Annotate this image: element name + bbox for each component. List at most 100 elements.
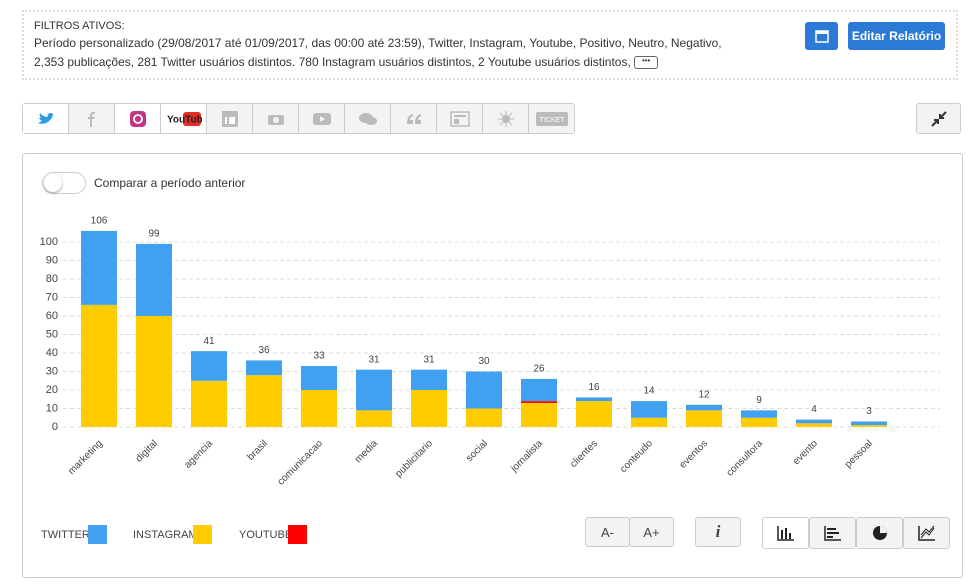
bar-segment [411,369,447,390]
bar-segment [741,410,777,418]
column-chart-button[interactable] [762,517,809,549]
more-button[interactable]: ••• [634,56,659,70]
x-tick-label: brasil [245,438,270,463]
area-chart-button[interactable] [903,517,950,549]
bar-segment [81,230,117,305]
photo-tab[interactable] [253,104,299,133]
total-label: 31 [368,354,380,365]
total-label: 4 [811,404,817,415]
y-tick-label: 70 [46,291,58,303]
legend-label: TWITTER [41,529,90,541]
video-tab[interactable] [299,104,345,133]
bar-segment [301,365,337,390]
x-tick-label: consultora [725,438,766,479]
y-tick-label: 0 [52,421,58,433]
active-filters: FILTROS ATIVOS: Período personalizado (2… [22,10,958,80]
compare-label: Comparar a período anterior [94,176,246,190]
ticket-tab[interactable]: TICKET [529,104,574,133]
x-tick-label: comunicacao [276,438,326,488]
x-tick-label: evento [791,438,820,467]
total-label: 30 [478,356,490,367]
x-tick-label: eventos [677,438,710,471]
y-tick-label: 60 [46,310,58,322]
bar-segment [576,401,612,427]
bar-segment [741,417,777,427]
linkedin-tab[interactable] [207,104,253,133]
legend-swatch [88,525,107,544]
bar-segment [466,408,502,427]
bar-chart-button[interactable] [809,517,856,549]
chart-panel [22,153,963,578]
news-tab[interactable] [437,104,483,133]
legend-label: INSTAGRAM [133,529,198,541]
total-label: 36 [258,345,270,356]
info-button[interactable]: i [695,517,741,547]
calendar-icon [814,30,829,43]
total-label: 41 [203,336,215,347]
legend-swatch [193,525,212,544]
filters-title: FILTROS ATIVOS: [34,20,125,32]
filters-line: 2,353 publicações, 281 Twitter usuários … [34,53,946,72]
bar-segment [246,375,282,427]
x-tick-label: agencia [182,438,215,471]
bar-segment [466,371,502,409]
bar-segment [686,404,722,411]
y-tick-label: 40 [46,347,58,359]
bar-segment [136,243,172,316]
bar-segment [796,419,832,424]
edit-report-button[interactable]: Editar Relatório [848,22,945,50]
twitter-tab[interactable] [23,104,69,133]
chart-type-buttons [762,517,950,549]
y-tick-label: 20 [46,384,58,396]
facebook-tab[interactable] [69,104,115,133]
spark-tab[interactable] [483,104,529,133]
bar-segment [301,390,337,427]
bar-segment [521,378,557,402]
x-tick-label: publicitario [393,438,435,480]
total-label: 99 [148,228,160,239]
legend-swatch [288,525,307,544]
total-label: 14 [643,386,655,397]
x-tick-label: jornalista [508,438,545,475]
ticket-label: TICKET [539,116,565,123]
y-tick-label: 30 [46,365,58,377]
total-label: 3 [866,406,872,417]
total-label: 106 [91,216,108,227]
youtube-logo: YouTube [167,114,202,125]
font-smaller-button[interactable]: A- [585,517,630,547]
y-tick-label: 10 [46,402,58,414]
bar-segment [411,390,447,427]
collapse-button[interactable] [916,103,961,134]
bar-segment [191,380,227,427]
x-tick-label: pessoal [843,438,875,470]
bar-segment [246,360,282,376]
compare-toggle[interactable] [42,172,86,194]
bar-segment [851,425,887,427]
instagram-tab[interactable] [115,104,161,133]
bar-segment [356,369,392,411]
x-tick-label: conteudo [618,438,655,475]
filters-line: Período personalizado (29/08/2017 até 01… [34,36,722,50]
network-tabs: YouTube TICKET [22,103,575,134]
total-label: 12 [698,389,710,400]
bar-segment [796,423,832,427]
pie-chart-button[interactable] [856,517,903,549]
total-label: 31 [423,354,435,365]
bar-segment [576,397,612,402]
bar-segment [81,304,117,427]
bar-segment [191,351,227,381]
bar-segment [136,316,172,427]
chat-tab[interactable] [345,104,391,133]
font-larger-button[interactable]: A+ [629,517,674,547]
x-tick-label: marketing [66,438,105,477]
youtube-tab[interactable]: YouTube [161,104,207,133]
y-tick-label: 90 [46,254,58,266]
quote-tab[interactable] [391,104,437,133]
total-label: 26 [533,364,545,375]
legend-label: YOUTUBE [239,529,292,541]
y-tick-label: 100 [40,236,58,248]
filters-line-text: 2,353 publicações, 281 Twitter usuários … [34,55,631,69]
calendar-button[interactable] [805,22,838,50]
bar-segment [631,401,667,418]
